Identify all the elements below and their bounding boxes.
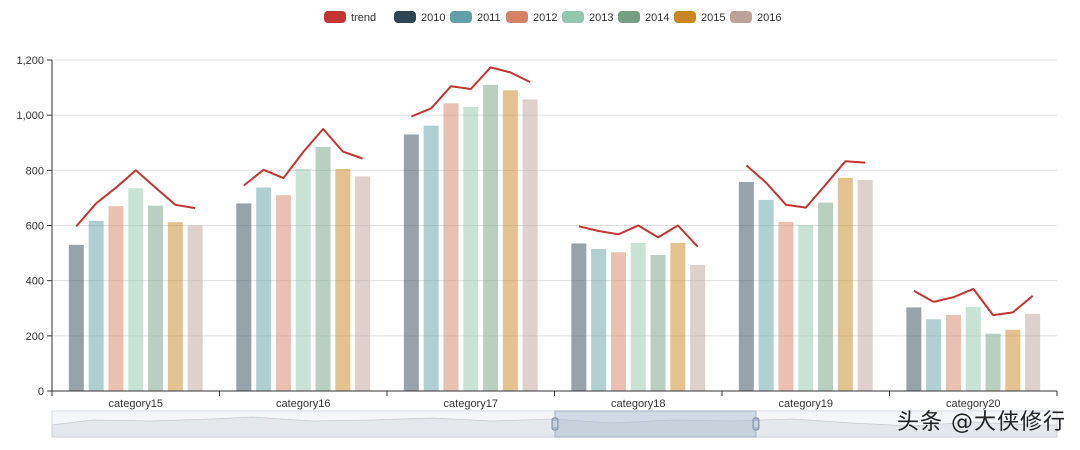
bar-category16-2016[interactable]: [355, 176, 371, 391]
y-tick-label: 1,000: [16, 110, 44, 122]
bar-category16-2011[interactable]: [256, 187, 272, 391]
legend-item-2016[interactable]: 2016: [730, 11, 781, 24]
legend-swatch: [450, 11, 472, 23]
bar-category19-2012[interactable]: [778, 221, 794, 391]
bar-category16-2015[interactable]: [335, 168, 351, 391]
legend-label: 2013: [589, 12, 613, 24]
bar-category17-2014[interactable]: [483, 84, 499, 391]
x-tick-label: category17: [444, 398, 498, 410]
y-tick-label: 1,200: [16, 55, 44, 67]
bar-category18-2011[interactable]: [591, 248, 607, 391]
legend-item-2014[interactable]: 2014: [618, 11, 669, 24]
legend-label: 2014: [645, 12, 669, 24]
bar-category17-2012[interactable]: [443, 103, 459, 391]
y-tick-label: 0: [38, 386, 44, 398]
legend-swatch: [394, 11, 416, 23]
bar-category18-2016[interactable]: [690, 264, 706, 391]
x-tick-label: category20: [946, 398, 1000, 410]
bar-category18-2015[interactable]: [670, 242, 686, 391]
legend-label: trend: [351, 12, 376, 24]
zoom-handle-left[interactable]: [551, 417, 559, 431]
bar-category19-2011[interactable]: [758, 199, 774, 391]
trend-line-category20[interactable]: [913, 287, 1034, 317]
bar-category20-2011[interactable]: [926, 319, 942, 391]
trend-line-category16[interactable]: [243, 128, 363, 187]
legend-swatch: [618, 11, 640, 23]
trend-line-category19[interactable]: [745, 160, 866, 209]
legend-item-trend[interactable]: trend: [324, 11, 376, 24]
bar-category20-2016[interactable]: [1025, 313, 1041, 391]
bar-category18-2013[interactable]: [630, 242, 646, 391]
legend-swatch: [730, 11, 752, 23]
bar-category20-2015[interactable]: [1005, 329, 1021, 391]
legend[interactable]: trend 2010 2011 2012 2013 2014 2015 2016: [324, 11, 781, 24]
bar-category16-2013[interactable]: [295, 168, 311, 391]
legend-item-2010[interactable]: 2010: [394, 11, 445, 24]
bar-category15-2016[interactable]: [187, 225, 203, 392]
legend-item-2012[interactable]: 2012: [506, 11, 557, 24]
x-tick-label: category18: [611, 398, 665, 410]
watermark: 头条 @大侠修行: [897, 410, 1066, 435]
y-tick-label: 800: [26, 165, 44, 177]
legend-label: 2010: [421, 12, 445, 24]
bar-category20-2012[interactable]: [945, 314, 961, 391]
bar-category19-2014[interactable]: [818, 202, 834, 391]
trend-line-category17[interactable]: [411, 66, 531, 118]
bar-category17-2013[interactable]: [463, 106, 479, 392]
legend-swatch: [562, 11, 584, 23]
bar-category17-2015[interactable]: [502, 90, 518, 391]
x-tick-label: category15: [109, 398, 163, 410]
y-axis: 0 200 400 600 800 1,000 1,200: [16, 55, 44, 398]
bar-category15-2011[interactable]: [88, 220, 104, 391]
bar-category20-2013[interactable]: [965, 306, 981, 391]
bar-category15-2010[interactable]: [68, 244, 84, 391]
legend-swatch: [506, 11, 528, 23]
bar-category19-2010[interactable]: [738, 181, 754, 391]
datazoom-slider[interactable]: [51, 410, 1058, 438]
legend-item-2013[interactable]: 2013: [562, 11, 613, 24]
y-tick-label: 600: [26, 221, 44, 233]
bar-category18-2010[interactable]: [571, 243, 587, 391]
bar-category17-2016[interactable]: [522, 99, 538, 392]
y-tick-label: 400: [26, 276, 44, 288]
legend-label: 2016: [757, 12, 781, 24]
bar-category19-2013[interactable]: [798, 224, 814, 391]
legend-label: 2015: [701, 12, 725, 24]
bar-category19-2015[interactable]: [837, 177, 853, 391]
bar-category16-2012[interactable]: [275, 195, 291, 391]
bar-category20-2014[interactable]: [985, 333, 1001, 391]
zoom-window[interactable]: [554, 410, 757, 438]
bar-category16-2014[interactable]: [315, 146, 331, 391]
legend-item-2015[interactable]: 2015: [674, 11, 725, 24]
trend-line-category18[interactable]: [578, 224, 699, 248]
legend-label: 2011: [477, 12, 501, 24]
bar-category17-2010[interactable]: [403, 134, 419, 391]
bar-category15-2015[interactable]: [167, 222, 183, 391]
bar-category16-2010[interactable]: [236, 203, 252, 391]
bars: [68, 84, 1041, 392]
bar-category18-2012[interactable]: [610, 252, 626, 391]
legend-label: 2012: [533, 12, 557, 24]
trend-line-category15[interactable]: [75, 169, 196, 227]
legend-swatch: [674, 11, 696, 23]
legend-item-2011[interactable]: 2011: [450, 11, 501, 24]
bar-category18-2014[interactable]: [650, 255, 666, 391]
gridlines: [52, 59, 1057, 337]
bar-category20-2010[interactable]: [906, 307, 922, 391]
bar-category19-2016[interactable]: [857, 179, 873, 391]
bar-category15-2013[interactable]: [128, 188, 144, 391]
bar-category15-2014[interactable]: [148, 205, 164, 391]
x-tick-label: category16: [276, 398, 330, 410]
zoom-handle-right[interactable]: [752, 417, 760, 431]
x-tick-label: category19: [779, 398, 833, 410]
bar-category15-2012[interactable]: [108, 206, 124, 391]
x-axis: category15 category16 category17 category18…: [47, 59, 1058, 410]
y-tick-label: 200: [26, 331, 44, 343]
legend-swatch: [324, 11, 346, 23]
trend-lines: [75, 66, 1034, 317]
bar-category17-2011[interactable]: [423, 125, 439, 392]
